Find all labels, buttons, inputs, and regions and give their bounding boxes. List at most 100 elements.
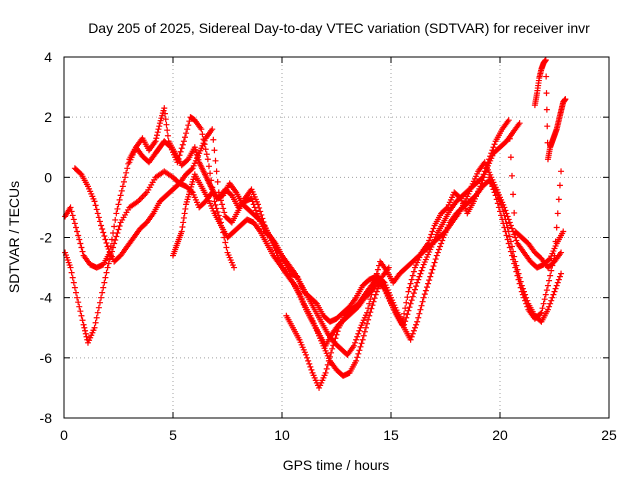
- data-point: [524, 303, 531, 310]
- data-point: [405, 288, 412, 295]
- y-tick-label: -8: [40, 410, 53, 426]
- data-point: [550, 291, 557, 298]
- data-point: [153, 135, 160, 142]
- data-point: [429, 266, 436, 273]
- data-point: [504, 213, 511, 220]
- x-tick-label: 5: [169, 427, 177, 443]
- y-tick-label: 0: [44, 169, 52, 185]
- y-tick-label: -2: [40, 230, 53, 246]
- data-point: [105, 260, 112, 267]
- data-point: [98, 222, 105, 229]
- data-point: [325, 357, 332, 364]
- data-point: [231, 264, 238, 271]
- data-point: [154, 129, 161, 136]
- data-point: [560, 228, 567, 235]
- data-point: [362, 324, 369, 331]
- data-point: [371, 295, 378, 302]
- data-point: [185, 122, 192, 129]
- data-point: [203, 151, 210, 158]
- data-point: [100, 284, 107, 291]
- data-point: [162, 116, 169, 123]
- data-point: [115, 226, 122, 233]
- data-point: [414, 318, 421, 325]
- data-points: [62, 57, 569, 391]
- data-point: [421, 291, 428, 298]
- data-point: [507, 154, 514, 161]
- data-point: [184, 157, 191, 164]
- data-point: [183, 130, 190, 137]
- data-point: [553, 224, 560, 231]
- data-point: [491, 189, 498, 196]
- data-point: [93, 314, 100, 321]
- data-point: [552, 238, 559, 245]
- data-point: [517, 284, 524, 291]
- data-point: [117, 192, 124, 199]
- data-point: [260, 218, 267, 225]
- data-point: [369, 302, 376, 309]
- data-point: [75, 232, 82, 239]
- data-point: [215, 189, 222, 196]
- data-point: [350, 342, 357, 349]
- data-point: [427, 273, 434, 280]
- data-point: [364, 320, 371, 327]
- data-point: [112, 216, 119, 223]
- data-point: [506, 233, 513, 240]
- data-point: [71, 220, 78, 227]
- data-point: [541, 296, 548, 303]
- data-point: [255, 201, 262, 208]
- data-point: [507, 248, 514, 255]
- data-point: [358, 340, 365, 347]
- data-point: [498, 201, 505, 208]
- data-point: [79, 248, 86, 255]
- data-point: [333, 331, 340, 338]
- data-point: [198, 126, 205, 133]
- data-point: [503, 232, 510, 239]
- data-point: [104, 264, 111, 271]
- data-point: [546, 256, 553, 263]
- data-point: [308, 366, 315, 373]
- data-point: [433, 252, 440, 259]
- data-point: [510, 191, 517, 198]
- data-point: [546, 303, 553, 310]
- data-point: [69, 212, 76, 219]
- data-point: [96, 218, 103, 225]
- data-point: [368, 305, 375, 312]
- x-tick-label: 15: [383, 427, 399, 443]
- data-point: [70, 279, 77, 286]
- data-point: [419, 298, 426, 305]
- data-point: [220, 205, 227, 212]
- data-point: [416, 310, 423, 317]
- data-point: [431, 259, 438, 266]
- data-point: [102, 236, 109, 243]
- data-point: [428, 231, 435, 238]
- data-point: [485, 159, 492, 166]
- data-point: [110, 244, 117, 251]
- data-point: [501, 224, 508, 231]
- data-point: [102, 274, 109, 281]
- data-point: [554, 210, 561, 217]
- data-point: [178, 228, 185, 235]
- data-point: [164, 132, 171, 139]
- data-point: [406, 304, 413, 311]
- data-point: [186, 118, 193, 125]
- data-point: [483, 162, 490, 169]
- data-point: [554, 279, 561, 286]
- data-point: [439, 237, 446, 244]
- data-point: [111, 240, 118, 247]
- x-tick-label: 25: [601, 427, 617, 443]
- data-point: [437, 243, 444, 250]
- data-point: [506, 244, 513, 251]
- data-point: [111, 223, 118, 230]
- data-point: [227, 191, 234, 198]
- data-point: [302, 351, 309, 358]
- data-point: [402, 318, 409, 325]
- data-point: [425, 280, 432, 287]
- data-point: [182, 205, 189, 212]
- data-point: [506, 135, 513, 142]
- data-point: [124, 165, 131, 172]
- data-point: [478, 175, 485, 182]
- data-point: [422, 287, 429, 294]
- data-point: [211, 198, 218, 205]
- data-point: [505, 117, 512, 124]
- data-point: [361, 328, 368, 335]
